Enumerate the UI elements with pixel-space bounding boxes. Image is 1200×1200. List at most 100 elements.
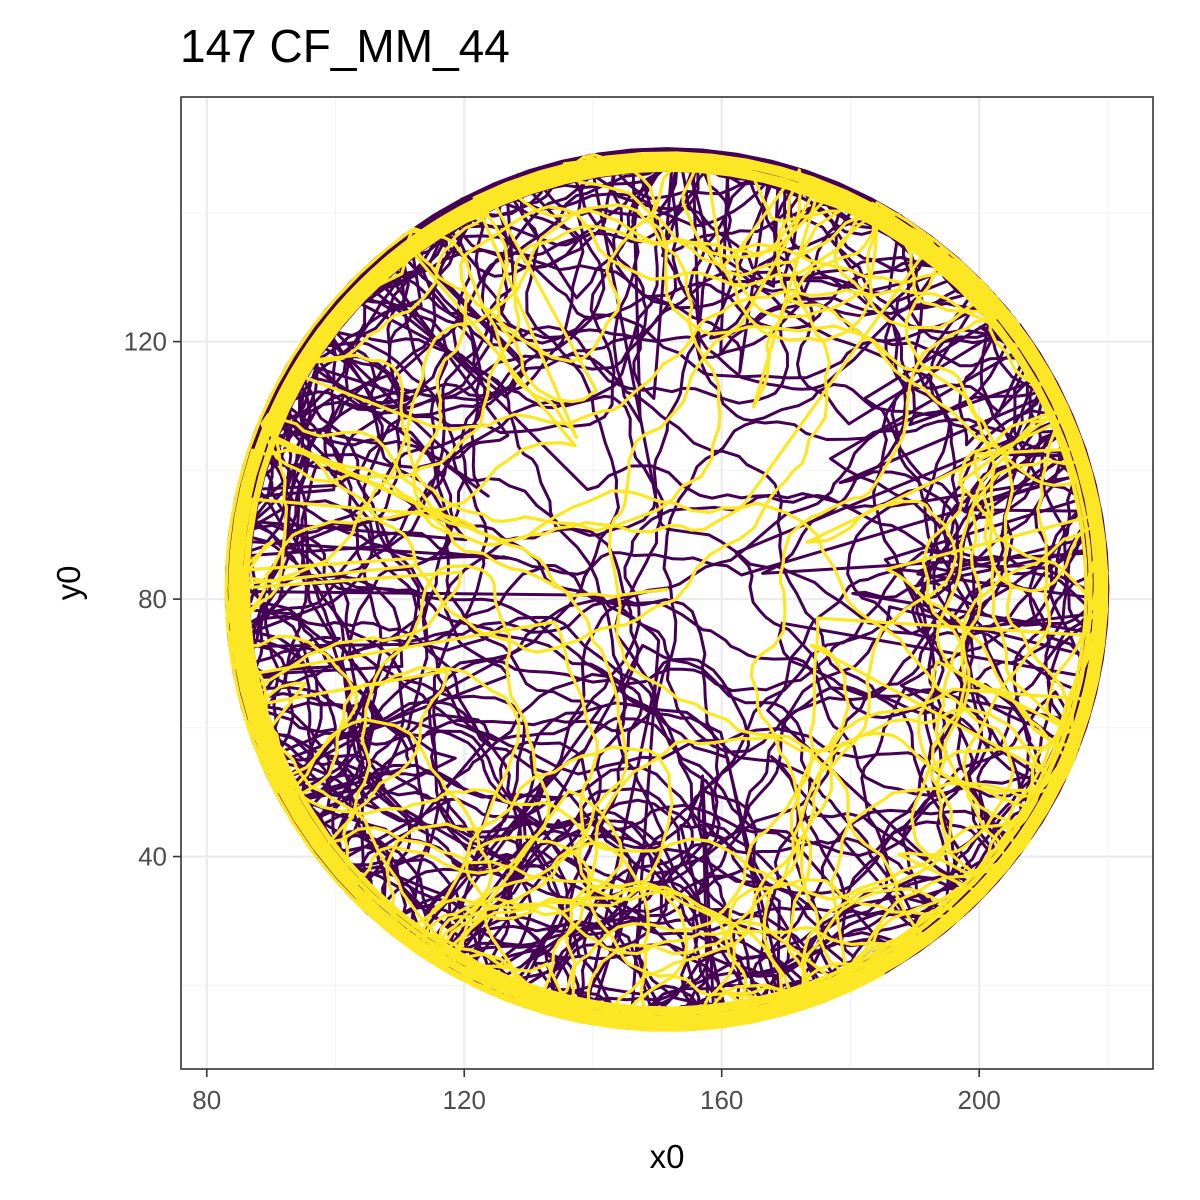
trajectory-segment <box>790 618 953 812</box>
trajectory-segment <box>224 226 906 1032</box>
y-tick-label: 40 <box>138 842 167 872</box>
x-axis: 80 120 160 200 <box>192 1069 1001 1115</box>
trajectory-segment <box>664 420 867 552</box>
trajectory-segment <box>574 819 711 1002</box>
trajectory-segment <box>833 201 992 330</box>
trajectory-segment <box>736 728 923 935</box>
trajectory-segment <box>427 629 522 880</box>
trajectory-segment <box>531 800 753 871</box>
trajectory-segment <box>357 340 489 553</box>
trajectory-segment <box>519 180 594 400</box>
trajectory-segment <box>560 160 678 360</box>
trajectory-segment <box>751 887 976 1005</box>
trajectory-segment <box>759 714 813 963</box>
trajectory-segment <box>331 636 405 884</box>
trajectory-segment <box>846 341 1077 481</box>
trajectory-segment <box>228 448 624 994</box>
trajectory-segment <box>354 803 552 886</box>
trajectory-segment <box>674 731 913 753</box>
trajectory-segment <box>923 323 1022 518</box>
trajectory-segment <box>611 827 809 1012</box>
trajectory-segment <box>430 897 649 956</box>
trajectory-segment <box>548 779 721 929</box>
trajectory-segment <box>238 408 413 584</box>
trajectory-segment <box>872 383 995 529</box>
trajectory-segment <box>320 788 535 816</box>
trajectory-segment <box>681 166 804 259</box>
trajectory-segment <box>630 214 860 289</box>
trajectory-segment <box>1035 402 1068 647</box>
trajectory-segment <box>805 596 924 831</box>
trajectory-segment <box>555 166 764 333</box>
trajectory-segment <box>275 416 509 543</box>
trajectory-segment <box>749 823 1000 901</box>
x-tick-label: 200 <box>958 1085 1001 1115</box>
trajectory-segment <box>670 154 743 379</box>
trajectory-segment <box>910 741 1060 879</box>
trajectory-segment <box>473 230 570 433</box>
trajectory-segment <box>718 517 1107 1019</box>
trajectory-segment <box>465 766 533 989</box>
trajectory-segment <box>586 741 678 940</box>
trajectory-segment <box>840 707 1061 787</box>
trajectory-segment <box>459 745 674 831</box>
trajectory-segment <box>818 317 997 516</box>
trajectory-segment <box>949 581 1076 737</box>
trajectory-segment <box>452 798 680 877</box>
trajectory-segment <box>572 880 689 1019</box>
trajectory-segment <box>559 163 1093 982</box>
trajectory-segment <box>260 422 478 484</box>
trajectory-segment <box>607 516 740 732</box>
trajectory-segment <box>530 906 782 946</box>
x-tick-label: 120 <box>443 1085 486 1115</box>
trajectory-segment <box>464 214 682 320</box>
trajectory-segment <box>432 658 647 740</box>
trajectory-segment <box>624 181 797 343</box>
trajectory-segment <box>307 701 425 884</box>
trajectory-series <box>224 147 1110 1032</box>
trajectory-segment <box>780 295 1088 995</box>
chart-title: 147 CF_MM_44 <box>180 20 510 72</box>
trajectory-segment <box>494 489 743 547</box>
trajectory-segment <box>480 568 552 807</box>
y-tick-label: 80 <box>138 584 167 614</box>
trajectory-segment <box>727 877 952 969</box>
trajectory-segment <box>502 537 707 686</box>
trajectory-segment <box>311 353 441 500</box>
trajectory-segment <box>235 391 312 646</box>
x-tick-label: 80 <box>192 1085 221 1115</box>
trajectory-segment <box>459 205 634 334</box>
trajectory-segment <box>570 527 640 771</box>
trajectory-segment <box>776 180 892 359</box>
trajectory-segment <box>921 413 1046 631</box>
trajectory-segment <box>330 826 564 883</box>
trajectory-segment <box>610 453 808 629</box>
trajectory-segment <box>241 570 981 1016</box>
trajectory-segment <box>330 785 1032 1010</box>
trajectory-segment <box>431 841 605 952</box>
trajectory-segment <box>762 752 844 992</box>
x-tick-label: 160 <box>700 1085 743 1115</box>
trajectory-segment <box>443 812 672 951</box>
trajectory-segment <box>888 355 1007 544</box>
trajectory-segment <box>569 163 677 363</box>
trajectory-segment <box>931 627 1033 798</box>
trajectory-segment <box>230 634 359 789</box>
trajectory-segment <box>654 600 836 728</box>
y-tick-label: 120 <box>124 327 167 357</box>
trajectory-segment <box>962 421 1031 652</box>
trajectory-segment <box>243 523 506 562</box>
trajectory-segment <box>832 724 1060 798</box>
series-1 <box>224 151 1109 1032</box>
trajectory-segment <box>586 851 801 1010</box>
trajectory-segment <box>579 871 748 1019</box>
panel-border <box>180 96 1154 1070</box>
trajectory-segment <box>227 630 285 794</box>
trajectory-segment <box>547 203 703 333</box>
trajectory-segment <box>246 168 860 878</box>
trajectory-segment <box>549 843 753 1007</box>
trajectory-segment <box>409 231 551 413</box>
trajectory-segment <box>853 509 1099 611</box>
trajectory-segment <box>459 155 616 278</box>
trajectory-segment <box>437 484 685 533</box>
